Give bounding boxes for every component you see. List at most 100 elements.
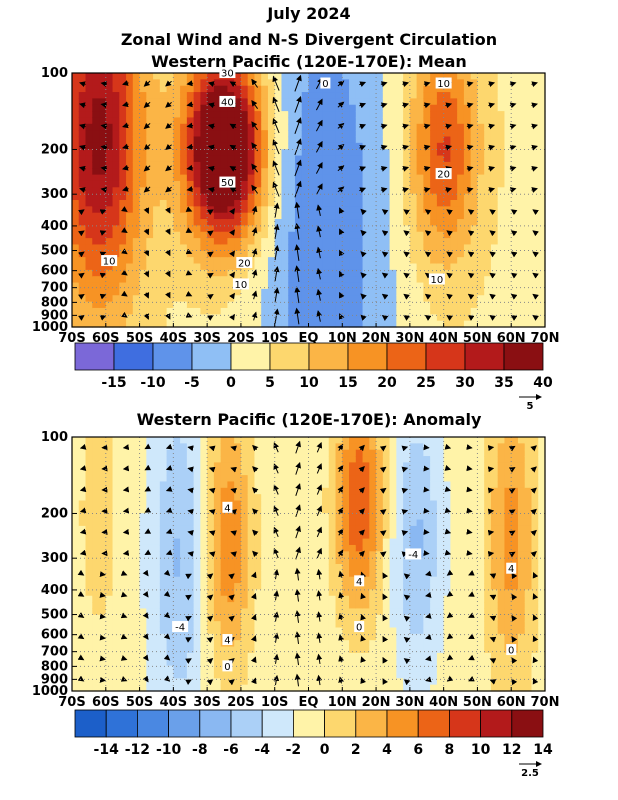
shading-cell (369, 589, 377, 597)
shading-cell (430, 130, 438, 138)
shading-cell (186, 557, 195, 565)
shading-cell (349, 104, 357, 112)
shading-cell (254, 602, 262, 610)
shading-cell (294, 671, 303, 679)
shading-cell (213, 250, 222, 258)
shading-cell (328, 206, 337, 214)
shading-cell (328, 513, 337, 521)
shading-cell (254, 684, 262, 692)
shading-cell (247, 244, 256, 252)
shading-cell (281, 608, 289, 616)
shading-cell (490, 168, 499, 176)
vector-arrow (229, 313, 235, 321)
vector-arrow (337, 165, 345, 172)
shading-cell (362, 193, 370, 201)
shading-cell (355, 276, 364, 284)
shading-cell (105, 544, 114, 552)
shading-cell (403, 288, 411, 296)
shading-cell (146, 263, 154, 271)
shading-cell (322, 570, 330, 578)
shading-cell (132, 123, 141, 131)
shading-cell (436, 269, 445, 277)
shading-cell (240, 320, 249, 328)
shading-cell (328, 595, 337, 603)
shading-cell (362, 437, 370, 444)
shading-cell (463, 250, 472, 258)
shading-cell (274, 73, 283, 80)
shading-cell (484, 200, 492, 207)
shading-cell (234, 250, 242, 258)
shading-cell (92, 288, 100, 296)
shading-cell (267, 640, 276, 648)
shading-cell (281, 174, 289, 182)
x-tick-label: 50S (126, 331, 153, 346)
shading-cell (261, 200, 269, 207)
shading-cell (322, 659, 330, 667)
shading-cell (308, 238, 316, 246)
shading-cell (261, 117, 269, 125)
shading-cell (443, 244, 451, 252)
shading-cell (132, 583, 141, 590)
shading-cell (511, 288, 519, 296)
shading-cell (396, 206, 404, 214)
shading-cell (261, 149, 269, 157)
shading-cell (409, 79, 418, 87)
shading-cell (281, 583, 289, 590)
shading-cell (315, 104, 323, 112)
shading-cell (328, 500, 337, 508)
shading-cell (207, 544, 215, 552)
shading-cell (173, 73, 181, 80)
shading-cell (220, 532, 229, 540)
shading-cell (153, 500, 161, 508)
shading-cell (213, 85, 222, 93)
shading-cell (254, 130, 262, 138)
shading-cell (294, 85, 303, 93)
shading-cell (234, 513, 242, 521)
shading-cell (227, 117, 235, 125)
shading-cell (294, 468, 303, 476)
shading-cell (105, 250, 114, 258)
shading-cell (322, 269, 330, 277)
shading-cell (126, 200, 134, 207)
shading-cell (416, 212, 424, 220)
shading-cell (132, 320, 141, 328)
contour-label: 50 (221, 178, 234, 189)
shading-cell (382, 238, 391, 246)
shading-cell (436, 225, 445, 233)
shading-cell (349, 544, 357, 552)
shading-cell (322, 608, 330, 616)
shading-cell (72, 200, 80, 207)
shading-cell (531, 244, 539, 252)
shading-cell (328, 564, 337, 571)
shading-cell (153, 608, 161, 616)
shading-cell (342, 206, 350, 214)
shading-cell (274, 187, 283, 195)
shading-cell (301, 250, 310, 258)
shading-cell (315, 449, 323, 457)
shading-cell (355, 142, 364, 150)
shading-cell (240, 589, 249, 597)
shading-cell (396, 250, 404, 258)
shading-cell (247, 92, 256, 99)
shading-cell (389, 314, 397, 322)
shading-cell (301, 200, 310, 207)
shading-cell (369, 123, 377, 131)
shading-cell (274, 320, 283, 328)
shading-cell (126, 180, 134, 188)
shading-cell (227, 244, 235, 252)
shading-cell (200, 525, 208, 533)
shading-cell (524, 174, 533, 182)
shading-cell (99, 621, 107, 629)
shading-cell (146, 449, 154, 457)
shading-cell (132, 513, 141, 521)
shading-cell (193, 231, 201, 239)
shading-cell (281, 443, 289, 451)
shading-cell (362, 500, 370, 508)
shading-cell (524, 73, 533, 80)
shading-cell (78, 602, 87, 610)
shading-cell (342, 462, 350, 470)
shading-cell (99, 136, 107, 144)
shading-cell (72, 494, 80, 502)
shading-cell (234, 462, 242, 470)
shading-cell (200, 92, 208, 99)
